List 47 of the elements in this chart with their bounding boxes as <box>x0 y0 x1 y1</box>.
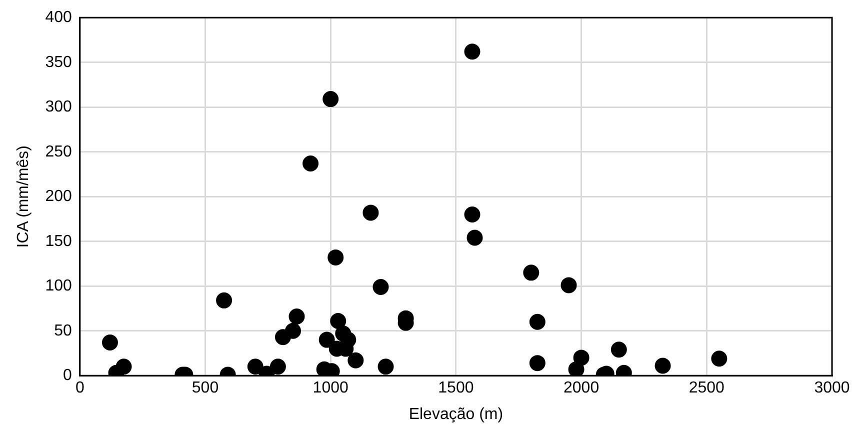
x-tick-label: 3000 <box>814 380 850 397</box>
point <box>464 44 480 60</box>
x-tick-label: 500 <box>192 380 219 397</box>
point <box>302 155 319 172</box>
point <box>560 277 577 294</box>
point <box>270 358 286 375</box>
point <box>322 91 339 108</box>
point <box>529 355 546 372</box>
point <box>284 322 301 339</box>
point <box>610 342 627 358</box>
x-tick-label: 2500 <box>688 380 725 397</box>
x-tick-label: 1500 <box>438 380 474 397</box>
x-tick-label: 2000 <box>564 380 600 397</box>
y-tick-label: 200 <box>45 188 72 206</box>
y-tick-label: 300 <box>45 98 72 116</box>
point <box>654 358 671 374</box>
point <box>318 332 335 348</box>
point <box>466 230 483 246</box>
point <box>372 278 389 295</box>
point <box>362 204 379 221</box>
point <box>340 332 356 348</box>
point <box>523 264 540 281</box>
x-axis-title: Elevação (m) <box>408 406 504 423</box>
point <box>216 292 232 308</box>
point <box>711 350 728 367</box>
point <box>568 361 584 376</box>
point <box>464 206 480 222</box>
y-tick-label: 350 <box>45 54 72 71</box>
x-tick-label: 1000 <box>312 380 348 397</box>
point <box>529 314 546 330</box>
point <box>247 358 264 375</box>
y-tick-label: 250 <box>45 143 72 160</box>
point <box>328 249 344 266</box>
point <box>116 358 132 375</box>
y-tick-label: 0 <box>62 367 72 384</box>
point <box>378 358 394 375</box>
y-tick-label: 50 <box>54 322 72 340</box>
point <box>573 350 590 366</box>
y-tick-label: 400 <box>45 9 72 26</box>
point <box>348 352 364 368</box>
x-tick-label: 0 <box>75 380 84 397</box>
point <box>102 334 118 350</box>
point <box>288 308 305 325</box>
y-tick-label: 100 <box>45 278 72 295</box>
y-axis-title: ICA (mm/mês) <box>15 145 32 248</box>
point <box>330 313 346 330</box>
y-tick-label: 150 <box>45 232 72 250</box>
